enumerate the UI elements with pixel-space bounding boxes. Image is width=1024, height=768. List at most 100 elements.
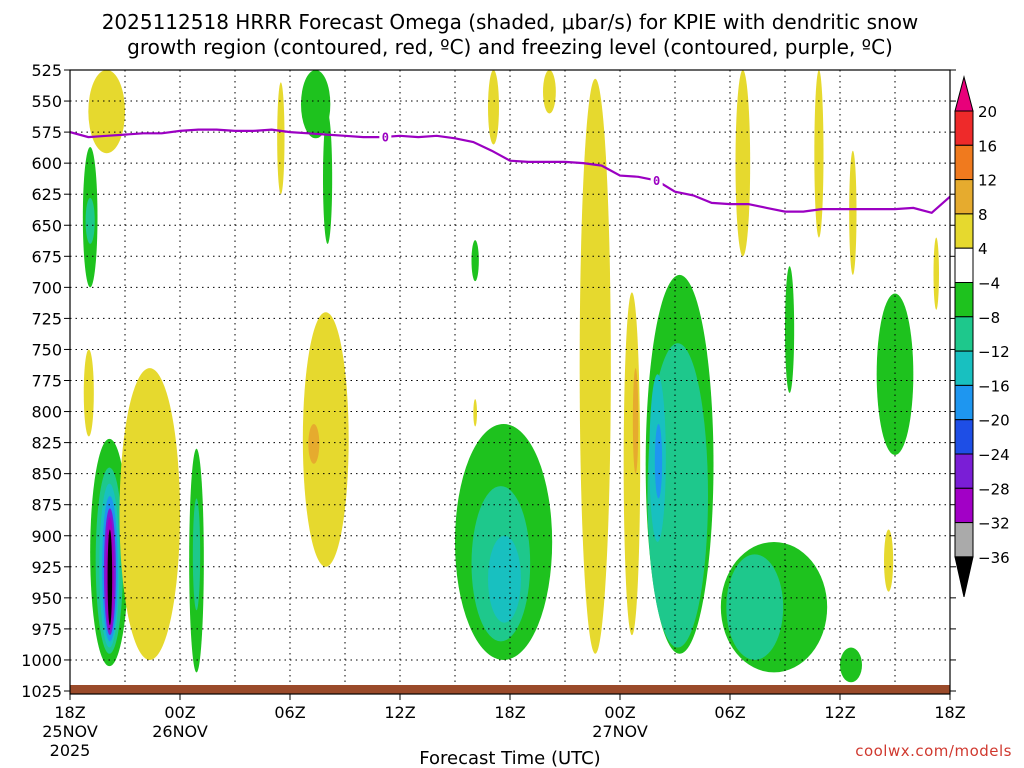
omega-region (88, 70, 125, 154)
contour-label: 0 (382, 131, 389, 145)
omega-region (884, 529, 894, 592)
colorbar-segment (954, 144, 974, 181)
omega-region (192, 498, 201, 611)
y-tick-label: 1025 (21, 682, 62, 701)
x-tick-label: 12Z (384, 703, 415, 722)
omega-region (119, 368, 180, 660)
omega-shading (82, 70, 939, 683)
omega-region (473, 399, 477, 427)
x-tick-label: 06Z (714, 703, 745, 722)
y-tick-label: 550 (31, 92, 62, 111)
contour-label-bg (650, 173, 663, 188)
x-tick-date: 26NOV (152, 722, 208, 741)
y-tick-label: 700 (31, 278, 62, 297)
y-tick-label: 525 (31, 61, 62, 80)
colorbar-segment (954, 179, 974, 215)
y-tick-label: 825 (31, 434, 62, 453)
colorbar-segment (954, 247, 974, 283)
contour-label-bg (379, 130, 392, 145)
colorbar-segment (954, 384, 974, 421)
y-tick-label: 800 (31, 403, 62, 422)
colorbar-segment (954, 453, 974, 489)
omega-region (543, 70, 556, 114)
colorbar-label: −16 (978, 377, 1010, 395)
contour-label: 0 (653, 174, 660, 188)
y-tick-label: 925 (31, 558, 62, 577)
colorbar-segment (954, 419, 974, 455)
y-tick-label: 750 (31, 340, 62, 359)
omega-region (301, 70, 331, 139)
omega-region (814, 70, 824, 238)
x-tick-label: 12Z (824, 703, 855, 722)
colorbar-top-arrow (954, 75, 974, 112)
y-tick-label: 575 (31, 123, 62, 142)
omega-region (277, 82, 285, 195)
colorbar-label: 12 (978, 172, 997, 190)
omega-region (735, 70, 751, 257)
colorbar-label: 8 (978, 206, 988, 224)
omega-region (579, 78, 611, 654)
colorbar-label: 4 (978, 240, 988, 258)
x-tick-label: 18Z (934, 703, 965, 722)
colorbar-segment (954, 487, 974, 524)
chart-title-line2: growth region (contoured, red, ºC) and f… (127, 35, 893, 59)
omega-region (488, 70, 499, 145)
y-tick-label: 600 (31, 154, 62, 173)
omega-region (654, 423, 663, 499)
x-tick-year: 2025 (50, 741, 91, 760)
colorbar-label: −8 (978, 309, 1000, 327)
x-axis-label: Forecast Time (UTC) (419, 748, 600, 768)
x-tick-label: 00Z (604, 703, 635, 722)
colorbar-label: −28 (978, 480, 1010, 498)
colorbar-label: −36 (978, 549, 1010, 567)
y-tick-label: 775 (31, 372, 62, 391)
y-tick-label: 650 (31, 216, 62, 235)
omega-region (849, 150, 857, 275)
colorbar-segment (954, 316, 974, 352)
colorbar-label: −32 (978, 515, 1010, 533)
omega-region (488, 535, 521, 623)
colorbar-label: 16 (978, 137, 997, 155)
y-tick-label: 875 (31, 496, 62, 515)
y-tick-label: 725 (31, 309, 62, 328)
omega-region (933, 237, 939, 310)
colorbar-label: −24 (978, 446, 1010, 464)
chart-title-line1: 2025112518 HRRR Forecast Omega (shaded, … (102, 10, 919, 34)
freezing-level-line (70, 128, 950, 215)
omega-region (785, 266, 795, 393)
y-axis: 525 550 575 600 625 650 675 700 725 750 775 800 825 8… (21, 61, 956, 701)
credit-text: coolwx.com/models (855, 742, 1012, 760)
colorbar-segment (954, 350, 974, 386)
omega-region (876, 293, 914, 456)
y-tick-label: 975 (31, 620, 62, 639)
y-tick-label: 1000 (21, 651, 62, 670)
colorbar-segment (954, 110, 974, 146)
colorbar: 20 16 12 8 4 −4 −8 −12 −16 −20 −24 −28 −32 −36 (954, 75, 1010, 598)
omega-region (302, 312, 349, 567)
omega-region (623, 292, 641, 636)
omega-region (107, 529, 113, 626)
x-tick-label: 18Z (494, 703, 525, 722)
y-tick-label: 625 (31, 185, 62, 204)
colorbar-label: −12 (978, 343, 1010, 361)
omega-region (471, 240, 479, 282)
omega-region (308, 423, 320, 464)
y-tick-label: 675 (31, 247, 62, 266)
freezing-level-contour: 00 (70, 128, 950, 215)
colorbar-label: 20 (978, 103, 997, 121)
x-tick-label: 18Z (54, 703, 85, 722)
ground-surface (70, 685, 950, 694)
y-tick-label: 850 (31, 465, 62, 484)
x-tick-label: 06Z (274, 703, 305, 722)
colorbar-bottom-arrow (954, 556, 974, 598)
colorbar-segment (954, 213, 974, 249)
colorbar-segment (954, 522, 974, 558)
colorbar-label: −4 (978, 275, 1000, 293)
x-tick-date: 27NOV (592, 722, 648, 741)
x-tick-date: 25NOV (42, 722, 98, 741)
grid-lines (70, 70, 950, 694)
omega-region (726, 554, 784, 660)
omega-region (840, 647, 862, 683)
